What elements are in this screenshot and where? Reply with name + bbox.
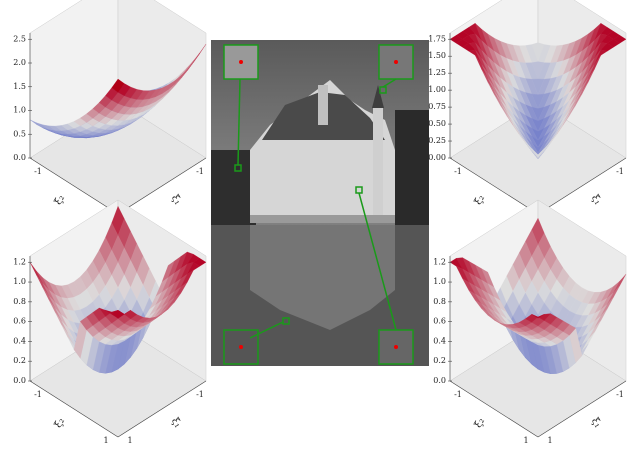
z-tick-label: 1.75 bbox=[428, 34, 446, 43]
axis-label: ξ₁ bbox=[169, 416, 183, 430]
axis-tick-label: 1 bbox=[103, 436, 108, 445]
z-tick-label: 0.4 bbox=[13, 336, 26, 345]
z-tick-label: 0.6 bbox=[433, 317, 446, 326]
surface-plot: 0.0 0.2 0.4 0.6 0.8 1.0 1.2 -1 1 1 -1 ξ₂ ξ₁ bbox=[433, 199, 627, 445]
z-tick-label: 1.00 bbox=[428, 85, 446, 94]
surface-plot: 0.000.250.500.751.001.251.501.75-111-1ξ₂… bbox=[428, 0, 627, 222]
axis-tick-label: -1 bbox=[196, 390, 204, 399]
z-tick-label: 0.25 bbox=[428, 136, 446, 145]
z-tick-label: 0.5 bbox=[13, 129, 26, 138]
surface-patch bbox=[111, 310, 125, 319]
y-axis bbox=[117, 380, 207, 438]
y-axis bbox=[537, 380, 627, 438]
axis-label: ξ₂ bbox=[53, 193, 67, 207]
z-tick-label: 1.2 bbox=[433, 257, 446, 266]
inset-dots bbox=[239, 60, 398, 349]
z-tick-label: 2.5 bbox=[13, 34, 26, 43]
axis-label: ξ₁ bbox=[169, 193, 183, 207]
z-tick-label: 1.25 bbox=[428, 68, 446, 77]
z-tick-label: 1.2 bbox=[13, 257, 26, 266]
x-axis bbox=[29, 380, 119, 438]
x-axis bbox=[29, 157, 119, 215]
axis-label: ξ₂ bbox=[53, 416, 67, 430]
y-axis bbox=[117, 157, 207, 215]
axis-tick-label: -1 bbox=[196, 167, 204, 176]
z-tick-label: 1.50 bbox=[428, 51, 446, 60]
x-axis bbox=[449, 380, 539, 438]
axis-tick-label: -1 bbox=[616, 167, 624, 176]
surface-patch bbox=[111, 78, 125, 93]
z-tick-label: 0.8 bbox=[433, 297, 446, 306]
axis-label: ξ₁ bbox=[589, 416, 603, 430]
axis-label: ξ₂ bbox=[473, 193, 487, 207]
z-tick-label: 0.0 bbox=[13, 376, 26, 385]
axis-label: ξ₂ bbox=[473, 416, 487, 430]
surface-patch bbox=[531, 314, 545, 319]
z-tick-label: 0.2 bbox=[13, 356, 26, 365]
z-tick-label: 0.50 bbox=[428, 119, 446, 128]
z-tick-label: 0.00 bbox=[428, 153, 446, 162]
axis-tick-label: -1 bbox=[34, 167, 42, 176]
axis-label: ξ₁ bbox=[589, 193, 603, 207]
z-tick-label: 0.6 bbox=[13, 317, 26, 326]
z-tick-label: 0.75 bbox=[428, 102, 446, 111]
axis-tick-label: 1 bbox=[547, 436, 552, 445]
z-tick-label: 2.0 bbox=[13, 58, 26, 67]
axis-tick-label: -1 bbox=[616, 390, 624, 399]
surface-patch bbox=[531, 148, 545, 158]
z-tick-label: 1.5 bbox=[13, 82, 26, 91]
surface-plot: 0.0 0.2 0.4 0.6 0.8 1.0 1.2 -1 1 1 -1 ξ₂ ξ₁ bbox=[13, 199, 207, 445]
z-tick-label: 1.0 bbox=[13, 277, 26, 286]
axis-tick-label: 1 bbox=[127, 436, 132, 445]
x-axis bbox=[449, 157, 539, 215]
y-axis bbox=[537, 157, 627, 215]
z-tick-label: 0.2 bbox=[433, 356, 446, 365]
z-tick-label: 1.0 bbox=[433, 277, 446, 286]
axis-tick-label: -1 bbox=[454, 167, 462, 176]
z-tick-label: 0.4 bbox=[433, 336, 446, 345]
z-tick-label: 1.0 bbox=[13, 106, 26, 115]
z-tick-label: 0.0 bbox=[13, 153, 26, 162]
axis-tick-label: -1 bbox=[454, 390, 462, 399]
photo bbox=[211, 40, 429, 366]
axis-tick-label: 1 bbox=[523, 436, 528, 445]
z-tick-label: 0.0 bbox=[433, 376, 446, 385]
z-tick-label: 0.8 bbox=[13, 297, 26, 306]
axis-tick-label: -1 bbox=[34, 390, 42, 399]
